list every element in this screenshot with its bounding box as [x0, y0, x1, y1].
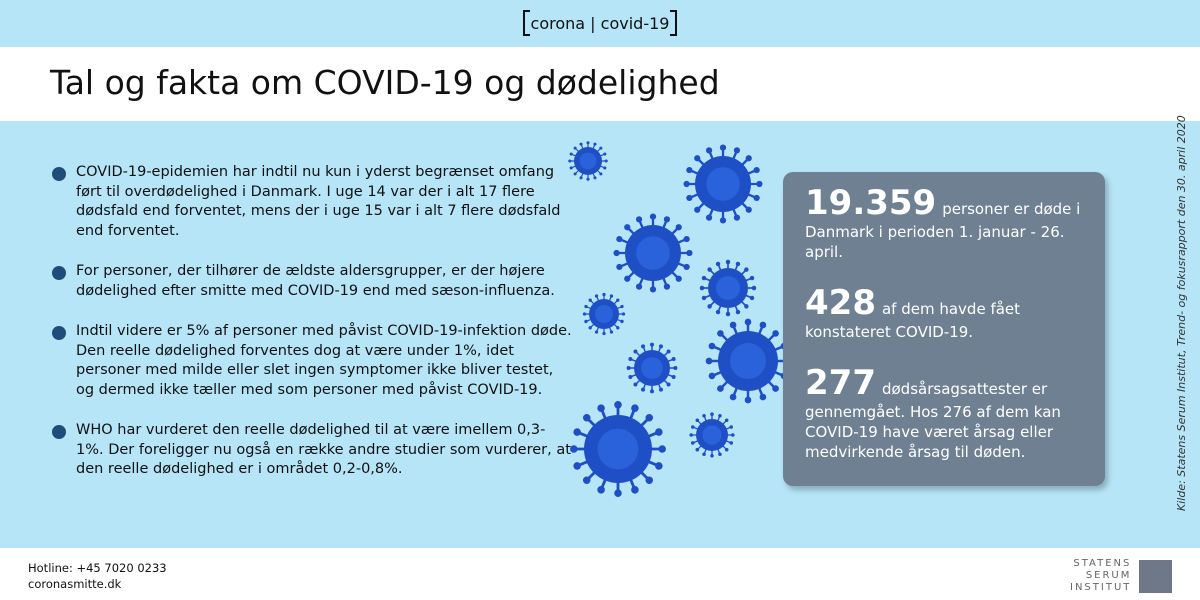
hotline: Hotline: +45 7020 0233 [28, 561, 167, 575]
list-item: Indtil videre er 5% af personer med påvi… [52, 322, 572, 400]
stat-text: dødsårsagsattester er gennemgået. Hos 27… [805, 380, 1061, 461]
bullet-icon [52, 266, 66, 280]
virus-icon [705, 318, 791, 404]
list-item: COVID-19-epidemien har indtil nu kun i y… [52, 163, 572, 241]
virus-icon [613, 213, 693, 293]
title-bar: Tal og fakta om COVID-19 og dødelighed [0, 47, 1200, 121]
list-item: For personer, der tilhører de ældste ald… [52, 262, 572, 301]
logo-text: INSTITUT [1070, 582, 1132, 593]
logo-text: SERUM [1085, 570, 1132, 581]
bullet-text: WHO har vurderet den reelle dødelighed t… [76, 422, 571, 477]
bullet-text: For personer, der tilhører de ældste ald… [76, 263, 555, 299]
bullet-text: Indtil videre er 5% af personer med påvi… [76, 323, 572, 398]
footer: Hotline: +45 7020 0233 coronasmitte.dk [28, 560, 167, 592]
list-item: WHO har vurderet den reelle dødelighed t… [52, 421, 572, 480]
ssi-logo: STATENS SERUM INSTITUT [1070, 558, 1173, 594]
bullet-list: COVID-19-epidemien har indtil nu kun i y… [52, 163, 572, 501]
logo-text: STATENS [1073, 558, 1132, 569]
brand-label: corona | covid-19 [522, 10, 678, 36]
building-icon [1139, 559, 1173, 593]
virus-icon [689, 412, 735, 458]
website-link[interactable]: coronasmitte.dk [28, 577, 122, 591]
stat-text: personer er døde i Danmark i perioden 1.… [805, 200, 1081, 261]
bullet-icon [52, 167, 66, 181]
stat-certificates: 277 dødsårsagsattester er gennemgået. Hos… [805, 364, 1083, 462]
stats-box: 19.359 personer er døde i Danmark i perio… [783, 172, 1105, 486]
bullet-text: COVID-19-epidemien har indtil nu kun i y… [76, 164, 561, 239]
virus-icon [626, 342, 678, 394]
page-title: Tal og fakta om COVID-19 og dødelighed [50, 63, 720, 102]
stat-deaths: 19.359 personer er døde i Danmark i perio… [805, 184, 1083, 262]
stat-number: 428 [805, 283, 876, 323]
source-note: Kilde: Statens Serum Institut, Trend- og… [1175, 115, 1188, 511]
virus-illustration [568, 141, 791, 497]
stat-number: 277 [805, 363, 876, 403]
bullet-icon [52, 425, 66, 439]
virus-icon [568, 141, 608, 181]
top-band: corona | covid-19 [0, 0, 1200, 47]
stat-text: af dem havde fået konstateret COVID-19. [805, 300, 1021, 341]
main-panel: COVID-19-epidemien har indtil nu kun i y… [0, 115, 1200, 548]
virus-icon [699, 259, 757, 317]
virus-icon [683, 144, 763, 224]
virus-icon [570, 401, 666, 497]
stat-number: 19.359 [805, 183, 937, 223]
virus-icon [582, 292, 626, 336]
stat-covid-deaths: 428 af dem havde fået konstateret COVID-1… [805, 284, 1083, 342]
bullet-icon [52, 326, 66, 340]
